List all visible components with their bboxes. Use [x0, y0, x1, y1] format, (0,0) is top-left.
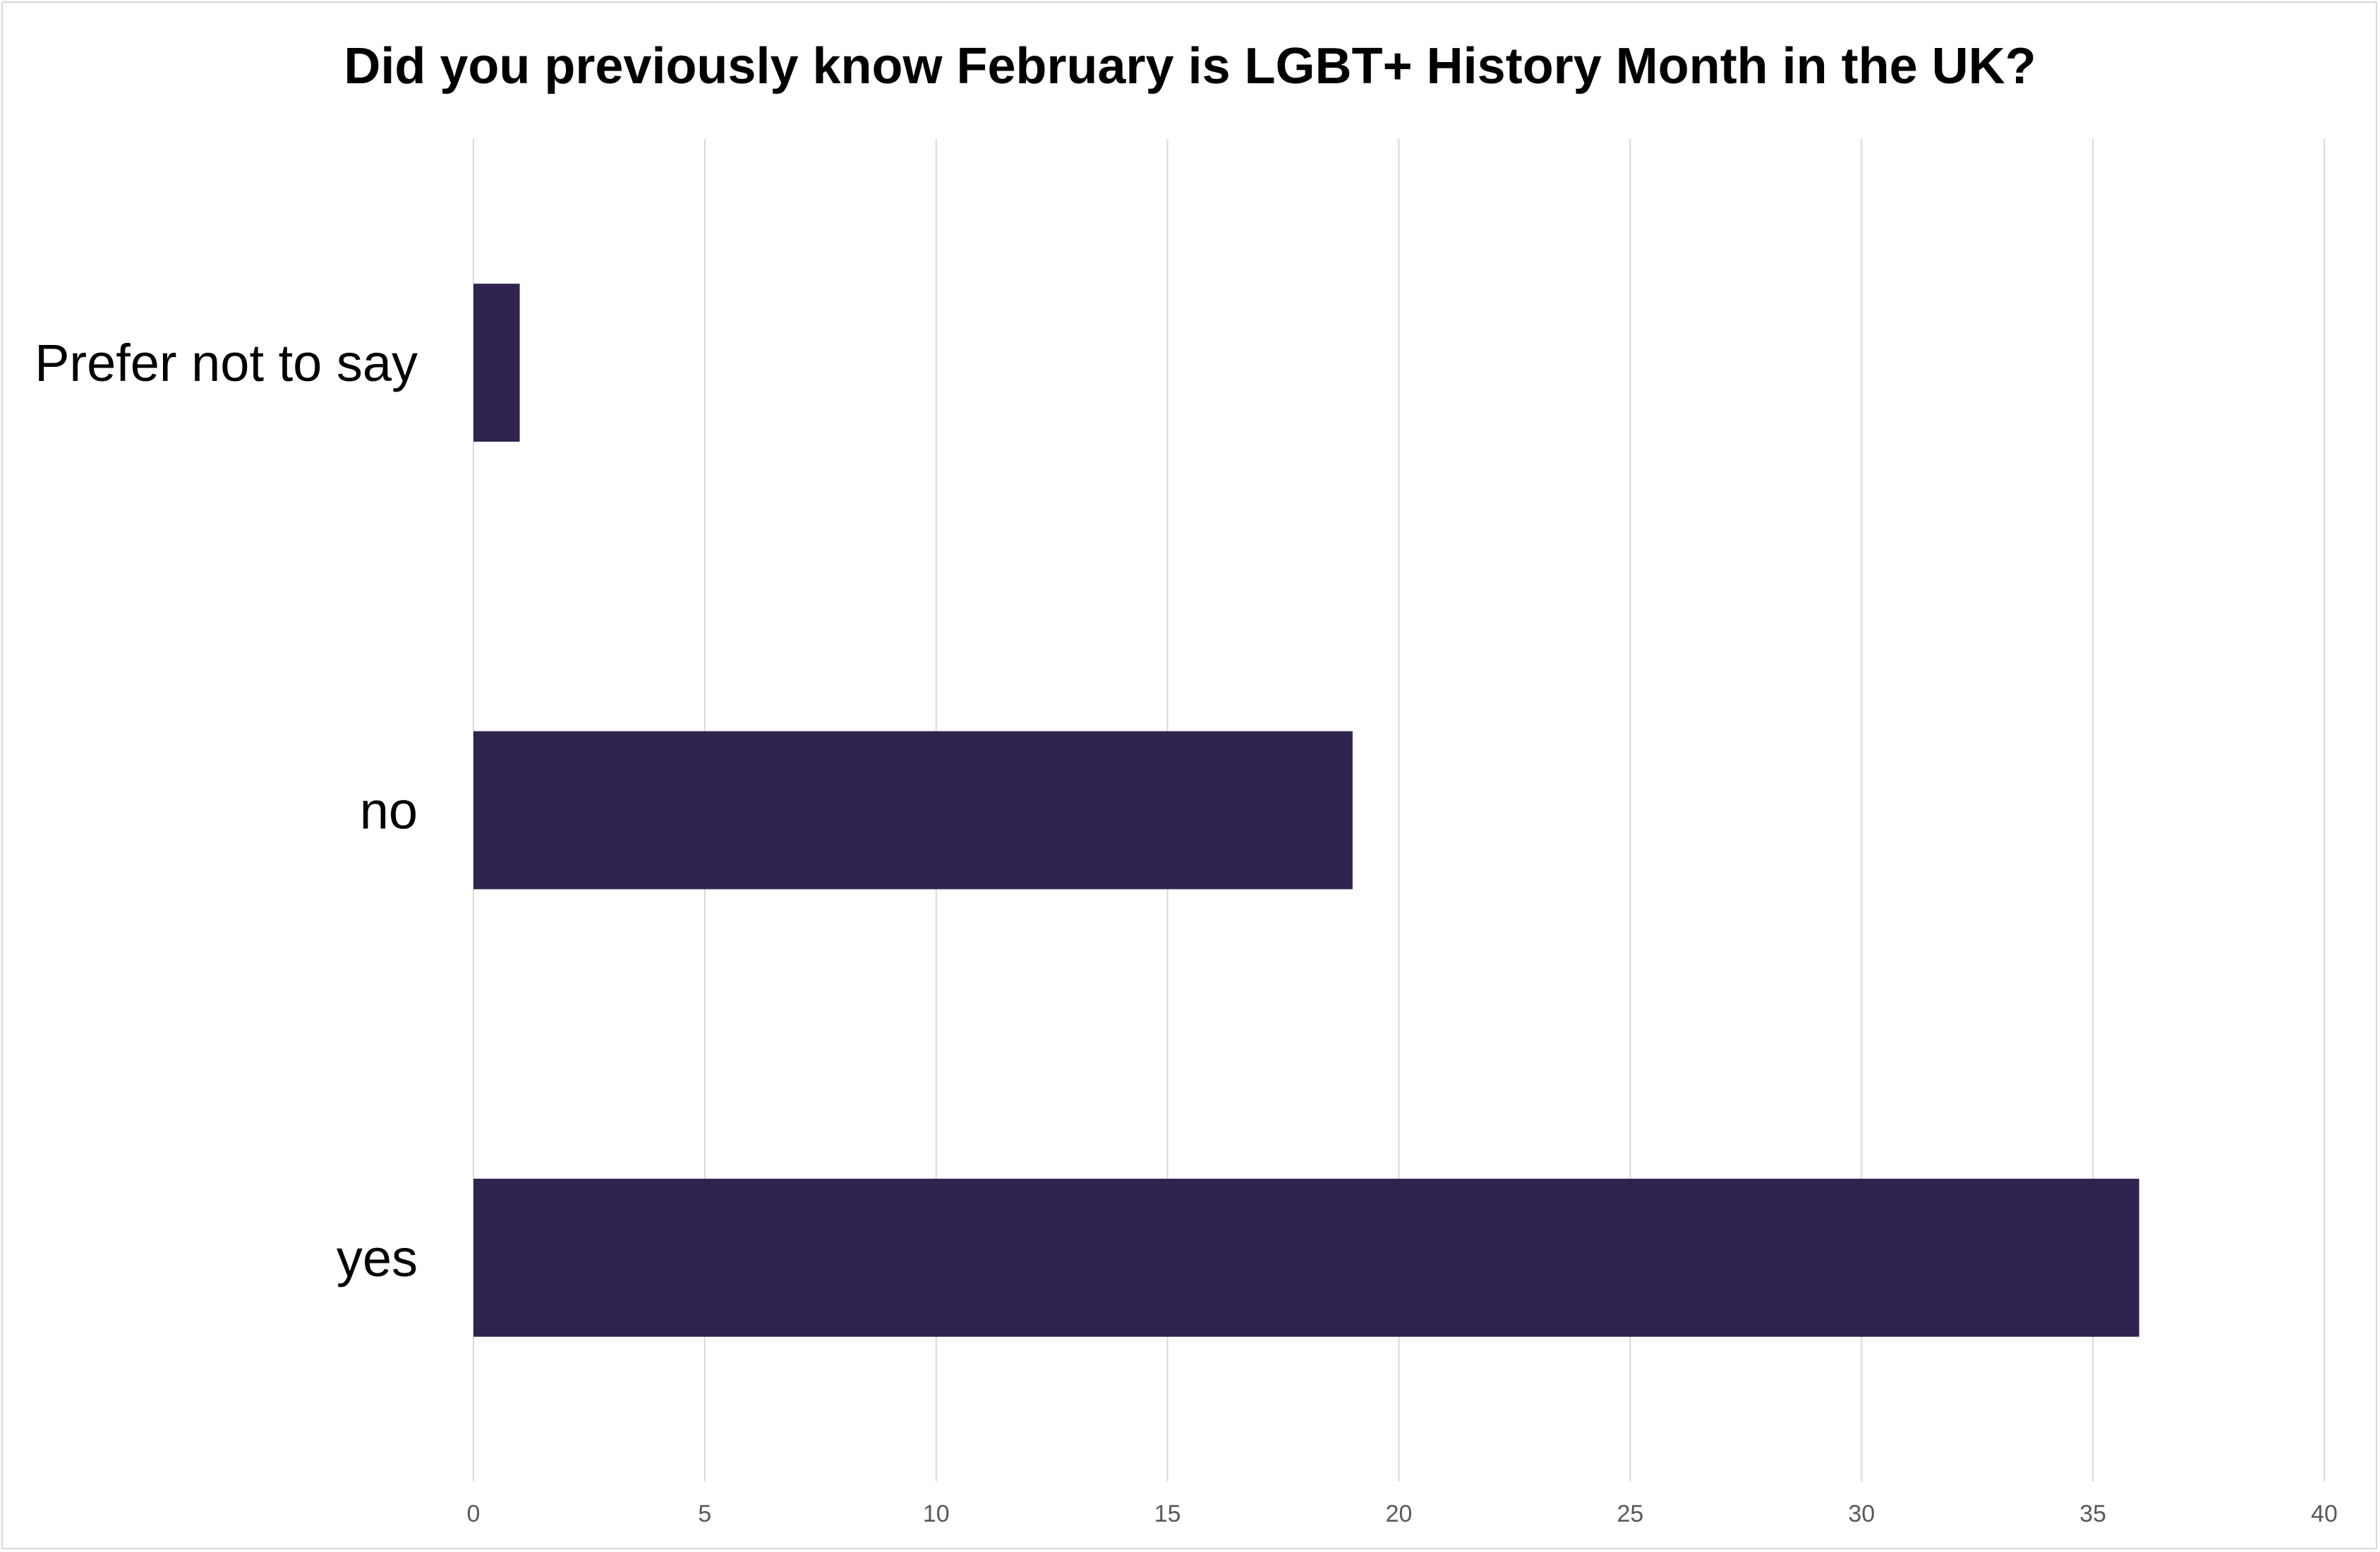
bars: [473, 284, 2139, 1337]
x-tick-label: 20: [1386, 1501, 1413, 1527]
bar-no: [473, 731, 1353, 890]
x-tick-label: 35: [2079, 1501, 2106, 1527]
category-label: yes: [337, 1229, 418, 1287]
bar-prefer-not-to-say: [473, 284, 520, 442]
category-label: Prefer not to say: [35, 334, 418, 392]
x-axis-tick-labels: 0 5 10 15 20 25 30 35 40: [467, 1501, 2338, 1527]
chart-title: Did you previously know February is LGBT…: [344, 38, 2036, 95]
x-tick-label: 25: [1617, 1501, 1643, 1527]
x-tick-label: 10: [923, 1501, 950, 1527]
x-tick-label: 40: [2311, 1501, 2338, 1527]
x-tick-label: 0: [467, 1501, 481, 1527]
x-tick-label: 15: [1154, 1501, 1181, 1527]
x-tick-label: 30: [1848, 1501, 1875, 1527]
bar-yes: [473, 1178, 2139, 1337]
category-label: no: [360, 782, 418, 840]
x-tick-label: 5: [698, 1501, 711, 1527]
category-labels: Prefer not to say no yes: [35, 334, 418, 1287]
